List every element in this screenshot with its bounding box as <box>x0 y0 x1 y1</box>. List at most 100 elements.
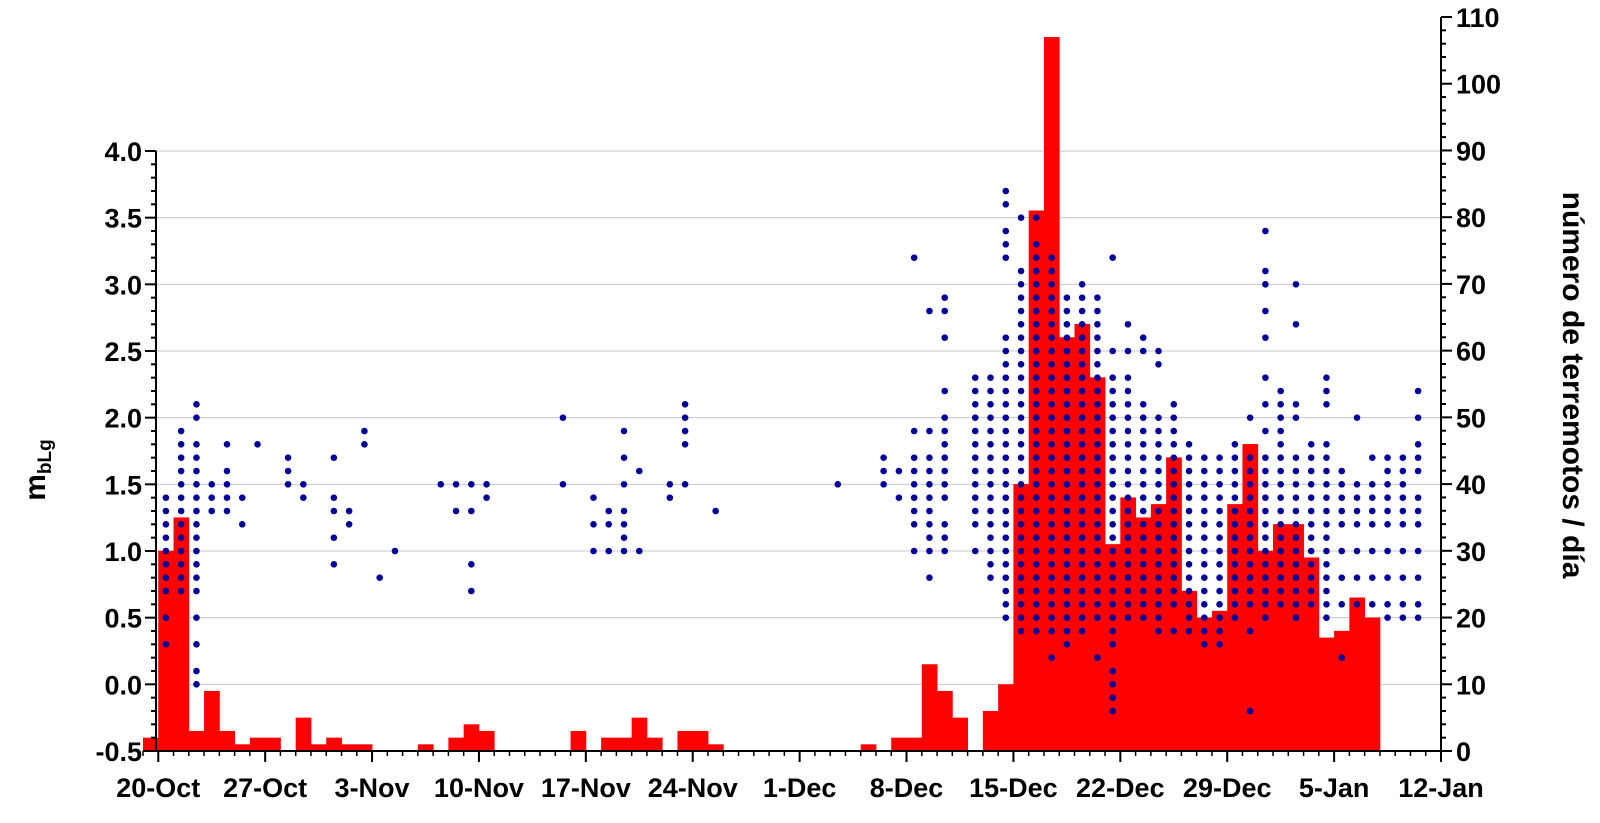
event-point <box>1048 361 1055 368</box>
event-point <box>1048 374 1055 381</box>
event-point <box>193 521 200 528</box>
event-point <box>1262 534 1269 541</box>
event-point <box>1338 654 1346 661</box>
event-point <box>193 467 200 475</box>
event-point <box>1094 481 1101 488</box>
event-point <box>1124 374 1132 381</box>
event-point <box>1078 587 1086 595</box>
event-point <box>1353 601 1361 608</box>
event-point <box>1201 494 1208 501</box>
x-tick-label: 17-Nov <box>541 773 631 803</box>
daily-count-bar <box>1318 637 1335 751</box>
x-tick-label: 24-Nov <box>648 773 738 803</box>
event-point <box>620 534 628 541</box>
event-point <box>1109 374 1116 381</box>
daily-count-bar <box>295 717 312 751</box>
x-tick-label: 5-Jan <box>1299 773 1370 803</box>
event-point <box>1048 414 1055 421</box>
event-point <box>483 481 490 488</box>
daily-count-bar <box>601 737 617 751</box>
event-point <box>1185 587 1193 595</box>
event-point <box>1033 547 1040 555</box>
event-point <box>1262 281 1269 288</box>
event-point <box>1094 401 1101 408</box>
event-point <box>1231 614 1239 621</box>
event-point <box>1155 507 1162 515</box>
event-point <box>1323 441 1330 448</box>
event-point <box>910 494 918 501</box>
event-point <box>1109 427 1116 435</box>
event-point <box>1323 561 1330 568</box>
event-point <box>162 521 170 528</box>
event-point <box>1033 401 1040 408</box>
y-right-tick-label: 50 <box>1456 403 1486 433</box>
event-point <box>1201 601 1208 608</box>
daily-count-bar <box>677 730 694 751</box>
event-point <box>1017 281 1025 288</box>
event-point <box>1094 507 1101 515</box>
event-point <box>1078 361 1086 368</box>
event-point <box>1338 507 1346 515</box>
event-point <box>177 454 185 461</box>
event-point <box>1139 441 1147 448</box>
daily-count-bar <box>1150 504 1167 751</box>
event-point <box>1292 574 1300 581</box>
event-point <box>987 494 994 501</box>
event-point <box>1185 467 1193 475</box>
daily-count-bar <box>478 730 495 751</box>
event-point <box>1048 254 1055 261</box>
event-point <box>987 387 994 395</box>
event-point <box>910 507 918 515</box>
event-point <box>1201 627 1208 635</box>
event-point <box>1307 467 1315 475</box>
event-point <box>345 521 353 528</box>
event-point <box>177 561 185 568</box>
event-point <box>1231 467 1239 475</box>
event-point <box>1124 481 1132 488</box>
event-point <box>941 307 949 315</box>
event-point <box>1139 467 1147 475</box>
event-point <box>1033 361 1040 368</box>
event-point <box>1399 481 1407 488</box>
event-point <box>1017 507 1025 515</box>
event-point <box>1246 587 1254 595</box>
event-point <box>1216 587 1223 595</box>
event-point <box>1262 507 1269 515</box>
event-point <box>681 441 689 448</box>
event-point <box>1063 547 1071 555</box>
event-point <box>1094 454 1101 461</box>
event-point <box>1139 614 1147 621</box>
event-point <box>1414 441 1422 448</box>
event-point <box>1094 587 1101 595</box>
event-point <box>391 547 399 555</box>
event-point <box>437 481 445 488</box>
event-point <box>1002 454 1010 461</box>
event-point <box>177 494 185 501</box>
event-point <box>1033 534 1040 541</box>
x-tick-label: 8-Dec <box>870 773 944 803</box>
event-point <box>1063 521 1071 528</box>
event-point <box>1414 387 1422 395</box>
event-point <box>1170 481 1178 488</box>
event-point <box>971 521 979 528</box>
event-point <box>1307 441 1315 448</box>
event-point <box>1414 507 1422 515</box>
event-point <box>1063 614 1071 621</box>
event-point <box>1246 454 1254 461</box>
event-point <box>1399 547 1407 555</box>
event-point <box>1414 521 1422 528</box>
daily-count-bar <box>326 737 342 751</box>
event-magnitude-points <box>162 187 1422 715</box>
event-point <box>1139 427 1147 435</box>
event-point <box>926 467 933 475</box>
daily-count-bar <box>937 690 953 751</box>
event-point <box>1399 574 1407 581</box>
event-point <box>1048 307 1055 315</box>
event-point <box>1170 441 1178 448</box>
event-point <box>223 441 231 448</box>
event-point <box>987 414 994 421</box>
event-point <box>1155 347 1162 355</box>
event-point <box>926 454 933 461</box>
event-point <box>1246 507 1254 515</box>
event-point <box>1094 294 1101 301</box>
